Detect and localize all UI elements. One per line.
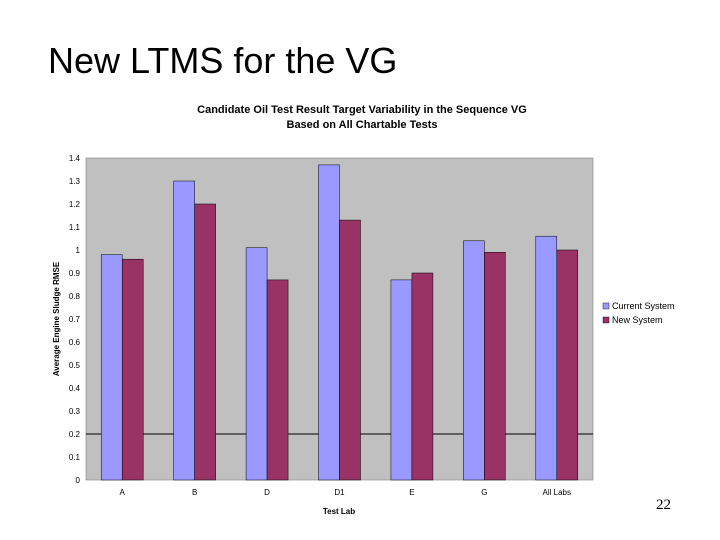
y-tick-label: 1.1 xyxy=(69,223,81,232)
bar-new-system xyxy=(266,279,289,481)
y-tick-label: 0.9 xyxy=(69,269,81,278)
bar-new-system xyxy=(411,272,434,481)
bars xyxy=(100,164,579,481)
page-number: 22 xyxy=(656,497,671,513)
x-axis-label: Test Lab xyxy=(323,507,355,516)
bar-new-system xyxy=(339,219,361,481)
bar-current-system xyxy=(173,180,195,481)
y-tick-label: 0.6 xyxy=(69,338,81,347)
y-tick-label: 1.4 xyxy=(69,154,81,163)
y-tick-label: 0.7 xyxy=(69,315,81,324)
x-tick-label: E xyxy=(409,488,414,497)
x-tick-label: B xyxy=(192,488,197,497)
y-tick-label: 1 xyxy=(76,246,81,255)
bar-new-system xyxy=(556,249,579,481)
bar-current-system xyxy=(463,240,485,481)
x-tick-label: All Labs xyxy=(543,488,571,497)
bar-current-system xyxy=(318,164,340,481)
y-tick-label: 0.1 xyxy=(69,453,81,462)
x-tick-label: A xyxy=(120,488,126,497)
bar-current-system xyxy=(245,247,268,481)
bar-current-system xyxy=(100,254,123,481)
y-tick-label: 0 xyxy=(76,476,81,485)
y-tick-label: 0.2 xyxy=(69,430,81,439)
legend: Current System New System xyxy=(602,301,675,325)
y-tick-label: 0.3 xyxy=(69,407,81,416)
legend-swatch xyxy=(602,302,610,310)
x-tick-label: D1 xyxy=(334,488,345,497)
y-tick-label: 0.8 xyxy=(69,292,81,301)
bar-new-system xyxy=(194,203,216,481)
y-tick-label: 0.5 xyxy=(69,361,81,370)
y-tick-label: 1.2 xyxy=(69,200,81,209)
bar-current-system xyxy=(390,279,413,481)
chart-subtitle: Based on All Chartable Tests xyxy=(287,119,438,131)
y-tick-label: 0.4 xyxy=(69,384,81,393)
y-axis-ticks: 0 0.1 0.2 0.3 0.4 0.5 0.6 0.7 0.8 0.9 1 1.1 1.2 1.3 1.… xyxy=(69,154,81,485)
y-tick-label: 1.3 xyxy=(69,177,81,186)
x-tick-label: G xyxy=(481,488,487,497)
chart-title: Candidate Oil Test Result Target Variabi… xyxy=(197,104,527,116)
legend-label: Current System xyxy=(612,301,675,311)
x-axis-ticks: A B D D1 E G All Labs xyxy=(120,488,571,497)
bar-new-system xyxy=(484,252,506,481)
bar-current-system xyxy=(535,235,558,481)
legend-swatch xyxy=(602,316,610,324)
slide-title: New LTMS for the VG xyxy=(48,40,398,81)
y-axis-label: Average Engine Sludge RMSE xyxy=(52,261,61,376)
bar-new-system xyxy=(121,258,144,481)
x-tick-label: D xyxy=(264,488,270,497)
legend-label: New System xyxy=(612,315,663,325)
